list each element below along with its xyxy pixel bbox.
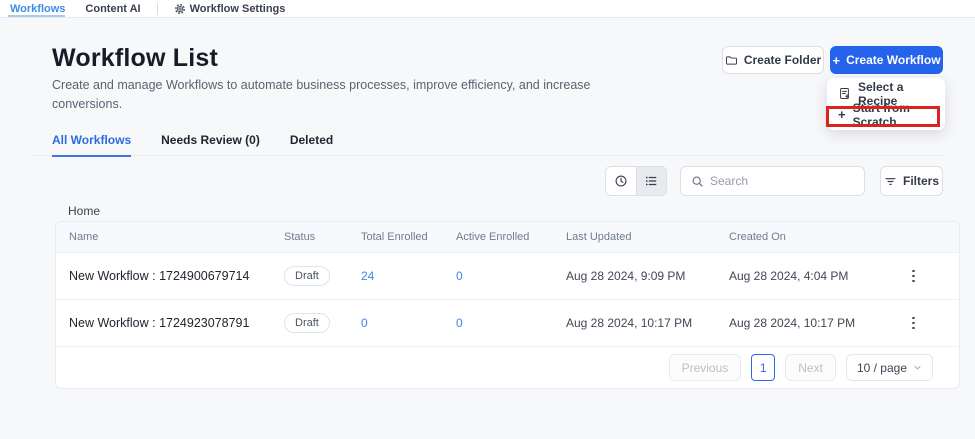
menu-item-start-from-scratch[interactable]: + Start from Scratch <box>827 101 945 129</box>
nav-workflows-label: Workflows <box>10 2 66 15</box>
nav-workflow-settings-label: Workflow Settings <box>189 2 286 15</box>
search-icon <box>691 175 704 188</box>
view-toggle-group <box>605 166 667 196</box>
workflow-name[interactable]: New Workflow : 1724900679714 <box>69 269 250 283</box>
filter-icon <box>884 175 897 188</box>
tab-all-workflows[interactable]: All Workflows <box>52 133 132 157</box>
page-title: Workflow List <box>52 44 219 72</box>
created-on-value: Aug 28 2024, 10:17 PM <box>729 316 856 330</box>
page-size-label: 10 / page <box>856 360 907 375</box>
select-recipe-label: Select a Recipe <box>858 79 904 108</box>
folder-icon <box>725 54 738 67</box>
nav-item-workflow-settings[interactable]: Workflow Settings <box>164 0 296 17</box>
create-folder-button[interactable]: Create Folder <box>722 46 824 74</box>
list-view-button[interactable] <box>635 167 666 195</box>
create-workflow-label: Create Workflow <box>846 53 941 67</box>
table-header-row: Name Status Total Enrolled Active Enroll… <box>56 222 959 253</box>
nav-content-ai-label: Content AI <box>85 2 141 15</box>
gear-icon <box>174 3 186 15</box>
nav-item-content-ai[interactable]: Content AI <box>75 0 150 17</box>
next-page-button[interactable]: Next <box>785 354 836 381</box>
pagination: Previous 1 Next 10 / page <box>0 346 975 389</box>
list-icon <box>644 174 658 188</box>
column-header-total-enrolled: Total Enrolled <box>361 231 428 243</box>
last-updated-value: Aug 28 2024, 10:17 PM <box>566 316 693 330</box>
status-badge: Draft <box>284 266 330 286</box>
plus-icon: + <box>838 107 846 122</box>
chevron-down-icon <box>913 363 922 372</box>
tab-needs-review[interactable]: Needs Review (0) <box>161 133 260 147</box>
active-enrolled-link[interactable]: 0 <box>456 269 463 283</box>
recipe-icon <box>838 87 851 100</box>
total-enrolled-link[interactable]: 0 <box>361 316 368 330</box>
top-navigation: Workflows Content AI Workflow Settings <box>0 0 975 18</box>
column-header-active-enrolled: Active Enrolled <box>456 231 530 243</box>
search-box <box>680 166 865 196</box>
page-size-select[interactable]: 10 / page <box>845 354 933 381</box>
row-actions-kebab-icon[interactable] <box>906 264 921 289</box>
search-input[interactable] <box>710 174 865 188</box>
nav-divider <box>156 2 158 15</box>
page-description: Create and manage Workflows to automate … <box>52 78 591 112</box>
tab-deleted[interactable]: Deleted <box>289 133 334 147</box>
workflow-name[interactable]: New Workflow : 1724923078791 <box>69 316 250 330</box>
menu-item-select-recipe[interactable]: Select a Recipe <box>827 80 945 108</box>
workflow-tabs-bar: All Workflows Needs Review (0) Deleted <box>30 133 945 157</box>
page-number-button[interactable]: 1 <box>751 354 776 381</box>
status-badge: Draft <box>284 313 330 333</box>
nav-item-workflows[interactable]: Workflows <box>0 0 75 17</box>
plus-icon: + <box>832 52 841 68</box>
table-row: New Workflow : 1724923078791 Draft 0 0 A… <box>56 300 959 347</box>
last-updated-value: Aug 28 2024, 9:09 PM <box>566 269 686 283</box>
nav-active-underline <box>8 15 66 17</box>
breadcrumb: Home <box>68 204 101 218</box>
create-workflow-button[interactable]: + Create Workflow <box>830 46 943 74</box>
workflow-table-card: Name Status Total Enrolled Active Enroll… <box>55 221 960 389</box>
start-from-scratch-label: Start from Scratch <box>852 100 910 129</box>
total-enrolled-link[interactable]: 24 <box>361 269 375 283</box>
created-on-value: Aug 28 2024, 4:04 PM <box>729 269 849 283</box>
previous-page-button[interactable]: Previous <box>668 354 742 381</box>
column-header-created-on: Created On <box>729 231 786 243</box>
filters-button[interactable]: Filters <box>880 166 943 196</box>
create-folder-label: Create Folder <box>743 53 822 67</box>
clock-icon <box>614 174 628 188</box>
column-header-name: Name <box>69 231 99 243</box>
filters-label: Filters <box>902 174 939 188</box>
table-row: New Workflow : 1724900679714 Draft 24 0 … <box>56 253 959 300</box>
column-header-last-updated: Last Updated <box>566 231 632 243</box>
row-actions-kebab-icon[interactable] <box>906 311 921 336</box>
column-header-status: Status <box>284 231 316 243</box>
timeline-view-button[interactable] <box>606 167 636 195</box>
active-enrolled-link[interactable]: 0 <box>456 316 463 330</box>
create-workflow-dropdown: Select a Recipe + Start from Scratch <box>827 78 945 130</box>
